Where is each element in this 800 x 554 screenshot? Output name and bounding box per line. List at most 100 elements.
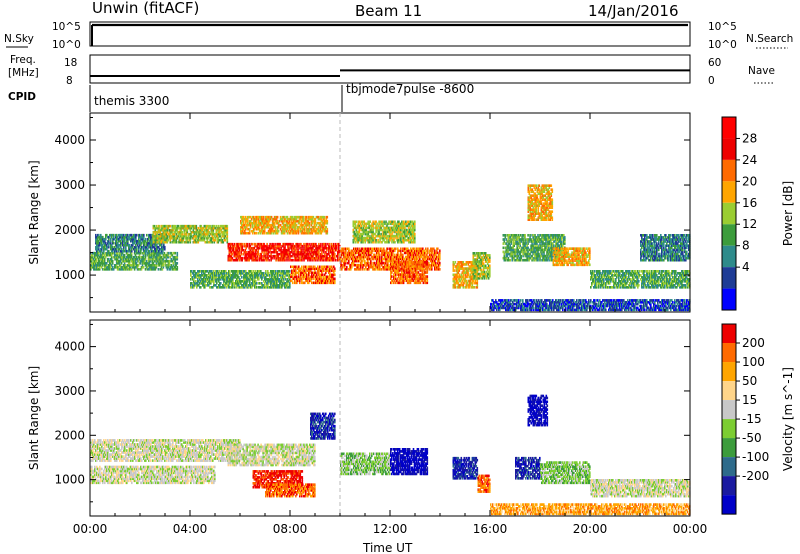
power-echo-cell xyxy=(257,221,260,225)
power-echo-cell xyxy=(316,252,318,256)
power-echo-cell xyxy=(368,234,370,238)
power-echo-cell xyxy=(280,256,282,260)
power-echo-cell xyxy=(275,248,277,252)
power-echo-cell xyxy=(253,270,255,273)
power-echo-cell xyxy=(267,225,270,229)
power-echo-cell xyxy=(261,248,263,252)
power-echo-cell xyxy=(234,254,237,258)
power-echo-cell xyxy=(273,223,276,227)
power-echo-cell xyxy=(240,282,242,285)
power-echo-cell xyxy=(226,226,229,230)
power-echo-cell xyxy=(301,256,303,260)
power-echo-cell xyxy=(326,219,329,223)
power-echo-cell xyxy=(235,248,238,252)
power-echo-cell xyxy=(172,232,175,236)
power-echo-cell xyxy=(349,265,351,269)
power-echo-cell xyxy=(293,246,295,250)
power-echo-cell xyxy=(267,282,269,285)
power-echo-cell xyxy=(143,241,145,245)
power-echo-cell xyxy=(116,266,119,269)
power-echo-cell xyxy=(187,234,190,238)
power-echo-cell xyxy=(331,244,333,248)
power-echo-cell xyxy=(168,234,171,238)
power-echo-cell xyxy=(165,234,168,238)
power-echo-cell xyxy=(147,262,150,265)
power-echo-cell xyxy=(428,261,430,265)
power-echo-cell xyxy=(173,268,176,271)
power-echo-cell xyxy=(355,238,358,242)
power-echo-cell xyxy=(310,248,312,252)
power-echo-cell xyxy=(373,222,375,226)
power-echo-cell xyxy=(237,250,240,254)
power-echo-cell xyxy=(256,246,258,250)
power-echo-cell xyxy=(333,273,335,277)
power-echo-cell xyxy=(149,241,151,245)
power-echo-cell xyxy=(414,249,416,253)
power-echo-cell xyxy=(179,232,182,236)
power-echo-cell xyxy=(147,239,149,243)
power-echo-cell xyxy=(278,270,280,273)
power-echo-cell xyxy=(289,270,291,273)
power-echo-cell xyxy=(266,248,268,252)
power-echo-cell xyxy=(248,223,250,227)
power-echo-cell xyxy=(369,249,371,253)
power-echo-cell xyxy=(314,217,317,221)
power-echo-cell xyxy=(294,252,296,256)
power-echo-cell xyxy=(266,256,268,260)
power-echo-cell xyxy=(321,248,323,252)
power-echo-cell xyxy=(101,268,104,271)
power-echo-cell xyxy=(183,226,186,230)
power-echo-cell xyxy=(131,257,134,261)
power-echo-cell xyxy=(326,227,329,231)
power-echo-cell xyxy=(143,247,145,251)
power-echo-cell xyxy=(105,243,107,247)
power-echo-cell xyxy=(298,273,300,277)
power-echo-cell xyxy=(248,227,250,231)
power-echo-cell xyxy=(279,274,281,277)
power-echo-cell xyxy=(152,249,154,253)
power-echo-cell xyxy=(368,261,370,265)
power-echo-cell xyxy=(320,246,322,250)
power-echo-cell xyxy=(359,249,361,253)
power-echo-cell xyxy=(413,257,415,261)
power-echo-cell xyxy=(120,243,122,247)
power-echo-cell xyxy=(209,278,211,281)
power-echo-cell xyxy=(367,234,369,238)
power-echo-cell xyxy=(386,257,388,261)
power-echo-cell xyxy=(287,274,289,277)
power-echo-cell xyxy=(174,226,177,230)
power-echo-cell xyxy=(278,284,280,287)
power-echo-cell xyxy=(283,270,285,273)
power-echo-cell xyxy=(308,217,311,221)
power-echo-cell xyxy=(361,253,363,257)
power-echo-cell xyxy=(249,274,251,277)
power-echo-cell xyxy=(241,217,243,221)
power-echo-cell xyxy=(271,246,273,250)
power-echo-cell xyxy=(311,217,314,221)
power-echo-cell xyxy=(375,234,377,238)
power-echo-cell xyxy=(306,242,308,246)
power-echo-cell xyxy=(276,221,279,225)
power-echo-cell xyxy=(408,257,410,261)
power-echo-cell xyxy=(205,236,208,240)
power-echo-cell xyxy=(190,234,193,238)
power-echo-cell xyxy=(135,257,138,261)
power-echo-cell xyxy=(154,234,157,238)
power-echo-cell xyxy=(242,270,244,273)
power-echo-cell xyxy=(321,223,324,227)
power-echo-cell xyxy=(97,264,99,267)
power-echo-cell xyxy=(129,233,131,237)
power-echo-cell xyxy=(273,256,275,260)
power-echo-cell xyxy=(237,284,239,287)
power-echo-cell xyxy=(261,217,264,221)
power-echo-cell xyxy=(237,276,239,279)
power-echo-cell xyxy=(355,259,357,263)
power-echo-cell xyxy=(286,215,289,219)
power-echo-cell xyxy=(278,223,281,227)
power-echo-cell xyxy=(391,247,393,251)
power-echo-cell xyxy=(423,257,425,261)
power-echo-cell xyxy=(372,249,374,253)
power-echo-cell xyxy=(333,254,335,258)
power-echo-cell xyxy=(161,257,164,261)
power-echo-cell xyxy=(377,257,379,261)
